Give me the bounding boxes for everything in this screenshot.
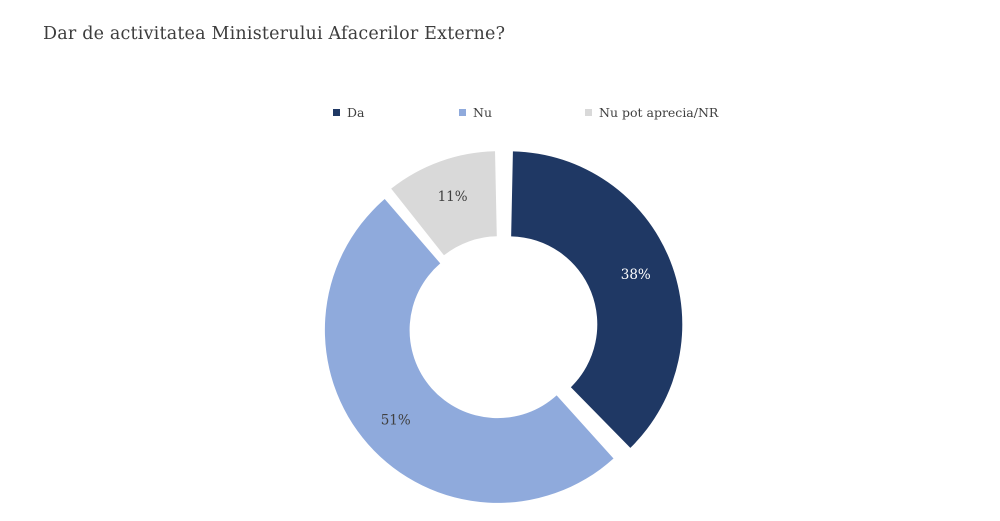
slice-label: 11% (438, 189, 468, 205)
legend-marker-nr-icon (585, 108, 592, 116)
slice-nu (324, 199, 614, 503)
slice-da (511, 151, 683, 448)
legend-item-nu: Nu (459, 104, 492, 120)
legend-marker-nu-icon (459, 108, 466, 116)
slice-nu-pot-aprecia-nr (391, 151, 497, 256)
legend-marker-da-icon (333, 108, 340, 116)
legend-label: Da (347, 104, 365, 120)
legend-item-da: Da (333, 104, 364, 120)
legend-label: Nu pot aprecia/NR (599, 104, 719, 120)
slice-label: 38% (621, 267, 651, 283)
chart-title: Dar de activitatea Ministerului Afaceril… (43, 24, 506, 44)
chart-legend: Da Nu Nu pot aprecia/NR (0, 104, 1000, 122)
slice-label: 51% (381, 413, 411, 429)
legend-item-nr: Nu pot aprecia/NR (585, 104, 718, 120)
legend-label: Nu (473, 104, 492, 120)
